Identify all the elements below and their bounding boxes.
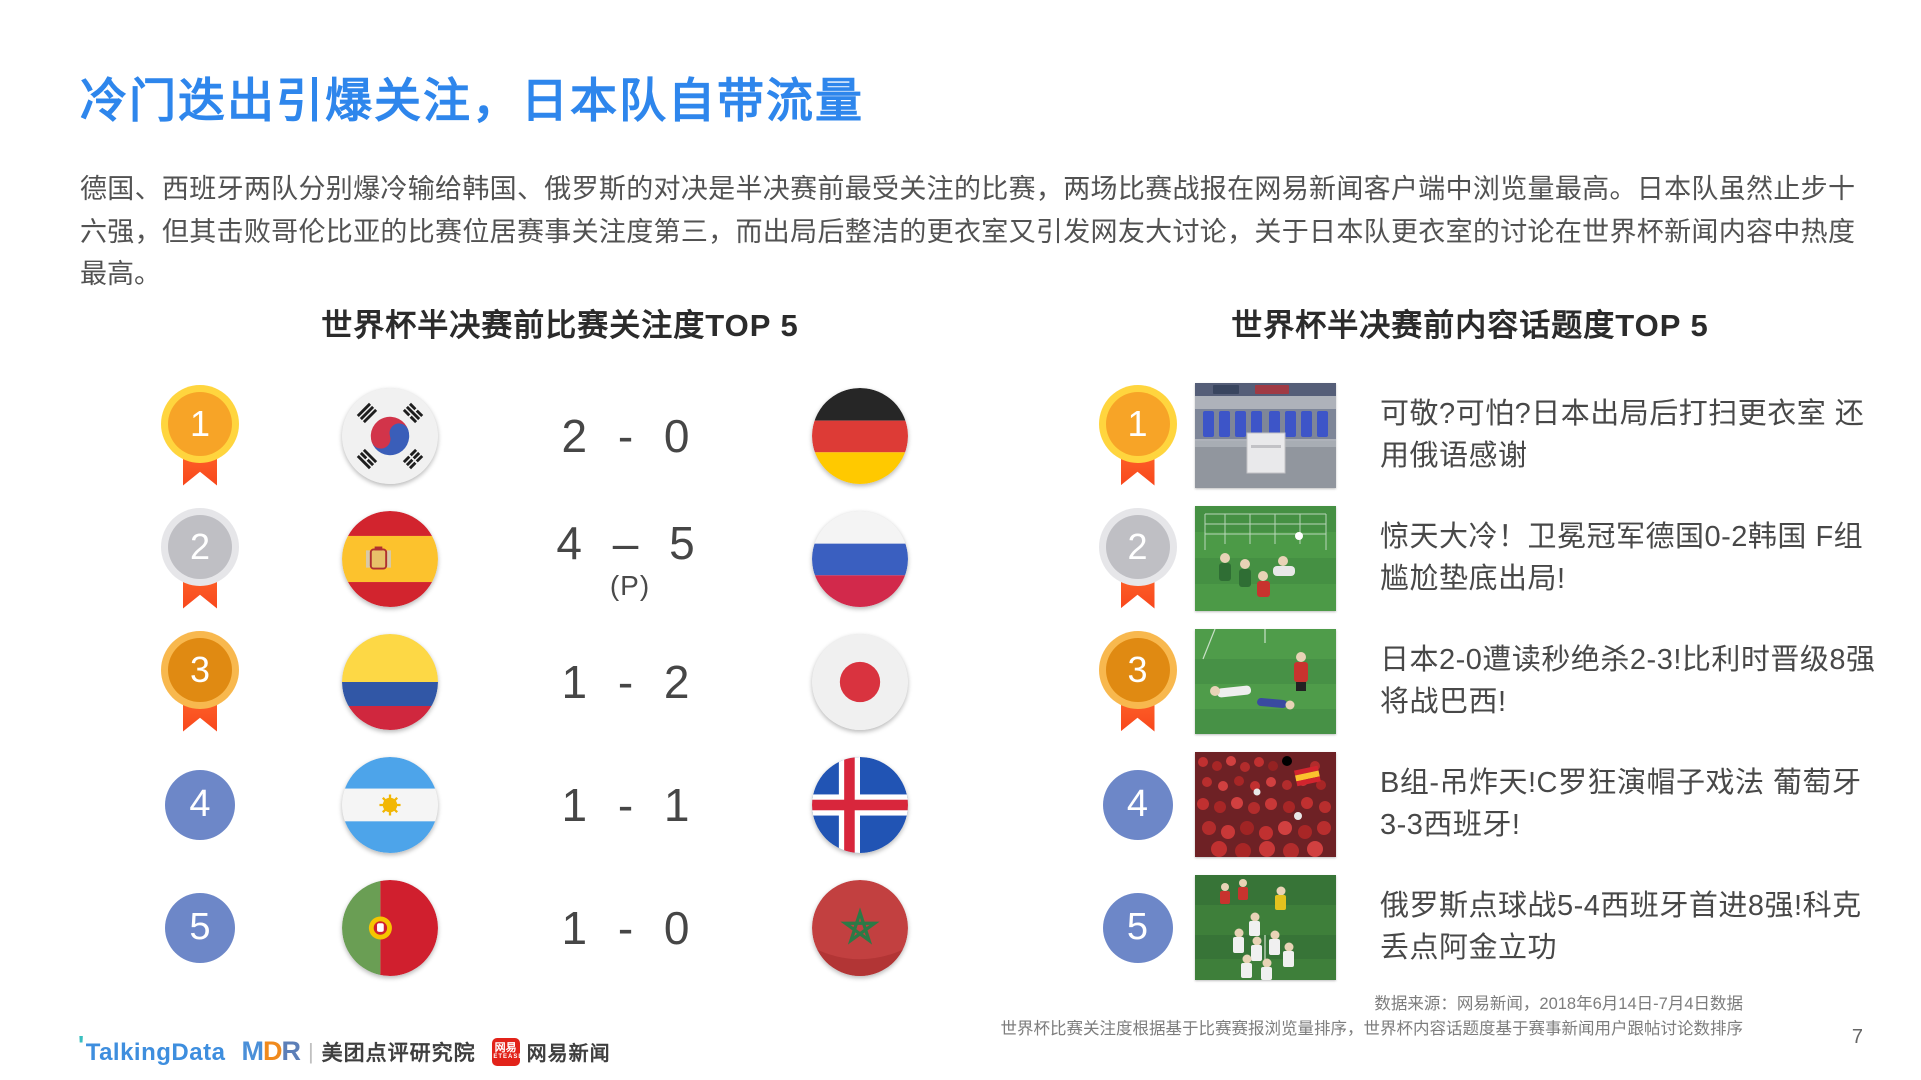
talkingdata-logo: 'TalkingData [78, 1030, 226, 1067]
team-celebration-photo [1195, 875, 1336, 980]
rank-number: 3 [1127, 648, 1148, 690]
match-score: 1 - 0 [561, 901, 699, 954]
rank-number: 3 [189, 648, 211, 690]
news-headline: 日本2-0遭读秒绝杀2-3!比利时晋级8强将战巴西! [1380, 644, 1876, 718]
right-panel-title: 世界杯半决赛前内容话题度TOP 5 [1231, 308, 1709, 343]
source-line-1: 数据来源：网易新闻，2018年6月14日-7月4日数据 [1374, 995, 1743, 1013]
news-headline: 俄罗斯点球战5-4西班牙首进8强!科克丢点阿金立功 [1380, 890, 1862, 964]
list-item: 3 日本2-0遭读秒绝杀2-3! [1080, 620, 1880, 743]
list-item: 1 可敬?可怕?日本出局后打扫更衣室 还用俄语感 [1080, 374, 1880, 497]
netease-label: 网易新闻 [526, 1043, 611, 1065]
fallen-players-photo [1195, 629, 1336, 734]
iceland-flag [812, 756, 908, 853]
list-item: 4 B组-吊炸天!C罗狂演帽子戏法 葡萄牙3-3西 [1080, 743, 1880, 866]
match-score: 1 - 1 [561, 778, 699, 831]
match-attention-top5-table: 1 2 - 0 [140, 374, 908, 989]
mdr-wordmark-icon: MDR [241, 1036, 300, 1066]
penalty-note: (P) [609, 569, 651, 601]
portugal-flag [342, 879, 438, 976]
gold-medal-icon: 1 [1103, 384, 1173, 488]
gold-medal-icon: 1 [165, 384, 235, 488]
rank-number: 4 [1126, 783, 1149, 825]
rank-number: 1 [1127, 402, 1148, 444]
rank-circle-badge: 4 [165, 753, 235, 857]
rank-circle-badge: 5 [165, 876, 235, 980]
table-row: 2 4 – 5 (P) [140, 497, 908, 620]
table-row: 4 1 - 1 [140, 743, 908, 866]
intro-paragraph: 德国、西班牙两队分别爆冷输给韩国、俄罗斯的对决是半决赛前最受关注的比赛，两场比赛… [80, 174, 1855, 290]
match-score: 2 - 0 [561, 409, 699, 462]
rank-number: 4 [189, 783, 211, 825]
rank-number: 2 [189, 525, 211, 567]
match-score: 1 - 2 [561, 655, 699, 708]
silver-medal-icon: 2 [1103, 507, 1173, 611]
rank-circle-badge: 4 [1102, 753, 1173, 857]
locker-room-photo [1195, 383, 1336, 488]
bronze-medal-icon: 3 [1103, 630, 1173, 734]
table-row: 5 1 - 0 [140, 866, 908, 989]
spain-flag [342, 510, 438, 607]
page-title: 冷门迭出引爆关注，日本队自带流量 [80, 74, 864, 127]
silver-medal-icon: 2 [165, 507, 235, 611]
meituan-dianping-institute-logo: MDR | 美团点评研究院 [241, 1036, 475, 1067]
left-panel-title: 世界杯半决赛前比赛关注度TOP 5 [321, 308, 799, 343]
bronze-medal-icon: 3 [165, 630, 235, 734]
talkingdata-tick-icon: ' [78, 1030, 85, 1060]
south-korea-flag [342, 387, 438, 484]
list-item: 5 俄 [1080, 866, 1880, 989]
logo-divider: | [307, 1038, 314, 1064]
source-line-2: 世界杯比赛关注度根据基于比赛赛报浏览量排序，世界杯内容话题度基于赛事新闻用户跟帖… [1000, 1019, 1744, 1038]
rank-circle-badge: 5 [1102, 876, 1173, 980]
list-item: 2 惊天大冷！卫冕冠军德国0-2韩国 [1080, 497, 1880, 620]
table-row: 1 2 - 0 [140, 374, 908, 497]
red-crowd-photo [1195, 752, 1336, 857]
news-headline: B组-吊炸天!C罗狂演帽子戏法 葡萄牙3-3西班牙! [1380, 767, 1862, 841]
data-source-note: 数据来源：网易新闻，2018年6月14日-7月4日数据 世界杯比赛关注度根据基于… [1001, 992, 1744, 1042]
japan-flag [812, 633, 908, 730]
news-headline: 惊天大冷！卫冕冠军德国0-2韩国 F组尴尬垫底出局! [1380, 521, 1864, 595]
rank-number: 1 [189, 402, 211, 444]
mdr-label: 美团点评研究院 [321, 1041, 476, 1065]
rank-number: 2 [1127, 525, 1148, 567]
footer-logos: 'TalkingData MDR | 美团点评研究院 网易 NETEASE 网易新… [78, 1030, 611, 1067]
netease-icon: 网易 NETEASE [488, 1037, 522, 1066]
netease-news-logo: 网易 NETEASE 网易新闻 [488, 1037, 611, 1066]
colombia-flag [342, 633, 438, 730]
match-score: 4 – 5 [556, 516, 704, 569]
argentina-flag [342, 756, 438, 853]
rank-number: 5 [189, 906, 211, 948]
news-headline: 可敬?可怕?日本出局后打扫更衣室 还用俄语感谢 [1380, 398, 1865, 472]
russia-flag [812, 510, 908, 607]
germany-flag [812, 387, 908, 484]
goal-scene-photo [1195, 506, 1336, 611]
morocco-flag [812, 879, 908, 976]
table-row: 3 1 - 2 [140, 620, 908, 743]
talkingdata-wordmark: TalkingData [85, 1039, 226, 1066]
rank-number: 5 [1126, 906, 1149, 948]
content-topic-top5-table: 1 可敬?可怕?日本出局后打扫更衣室 还用俄语感 [1080, 374, 1880, 989]
page-number: 7 [1851, 1026, 1863, 1048]
